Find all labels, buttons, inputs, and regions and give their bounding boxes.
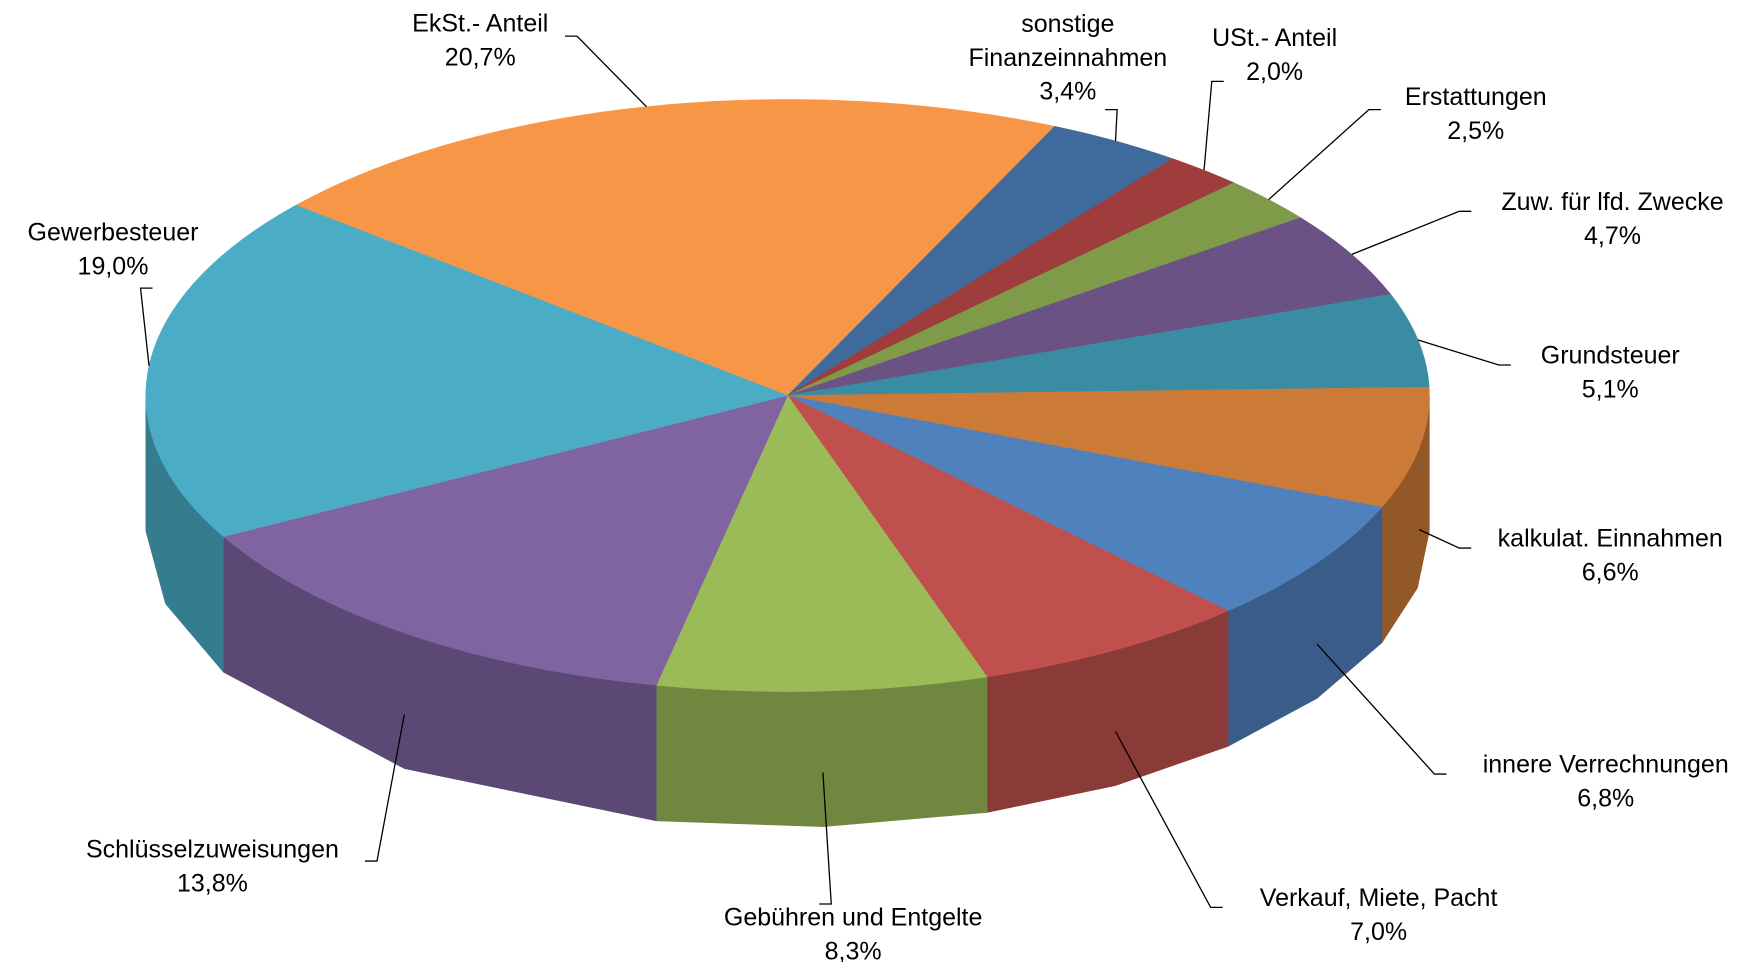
leader-line (1203, 80, 1224, 171)
slice (787, 217, 1392, 396)
slice (787, 386, 1430, 508)
leader-line (565, 35, 647, 108)
value-label: 2,5% (1447, 117, 1504, 145)
slice-label: innere Verrechnungen (1483, 751, 1729, 779)
slice-label: Schlüsselzuweisungen (86, 835, 339, 863)
slice (787, 395, 1383, 612)
pie-top (145, 99, 1430, 692)
value-label: 6,6% (1582, 559, 1639, 587)
leader-line (1316, 643, 1447, 775)
slice-label: Grundsteuer (1541, 342, 1680, 370)
value-label: 3,4% (1039, 77, 1096, 105)
value-label: 4,7% (1584, 222, 1641, 250)
slice-side (656, 676, 988, 827)
slice (787, 182, 1302, 396)
slice (787, 395, 1229, 678)
slice-label: kalkulat. Einnahmen (1498, 525, 1723, 553)
slice (295, 99, 1056, 396)
leader-line (364, 714, 405, 862)
value-label: 8,3% (825, 937, 882, 962)
slice-label: Zuw. für lfd. Zwecke (1501, 188, 1723, 216)
leader-line (1114, 731, 1223, 909)
leader-line (1268, 108, 1381, 201)
slice-label: Gebühren und Entgelte (724, 903, 983, 931)
leader-line (1418, 529, 1472, 549)
slice-label: EkSt.- Anteil (412, 9, 548, 37)
slice (655, 395, 988, 692)
leader-line (819, 772, 832, 905)
leader-line (1351, 210, 1472, 255)
slice-label: sonstige Finanzeinnahmen (968, 9, 1167, 71)
slice (145, 204, 789, 537)
slice-label: USt.- Anteil (1212, 24, 1337, 52)
value-label: 2,0% (1246, 58, 1303, 86)
slice-label: Verkauf, Miete, Pacht (1260, 884, 1498, 912)
value-label: 19,0% (78, 253, 149, 281)
slice (787, 126, 1174, 396)
value-label: 6,8% (1577, 785, 1634, 813)
value-label: 5,1% (1582, 376, 1639, 404)
leader-line (1417, 339, 1511, 366)
slice-label: Gewerbesteuer (28, 219, 199, 247)
value-label: 13,8% (177, 869, 248, 897)
leader-line (1105, 108, 1118, 142)
value-label: 20,7% (445, 43, 516, 71)
slice (222, 395, 789, 686)
leader-line (139, 287, 153, 366)
slice-label: Erstattungen (1405, 83, 1547, 111)
value-label: 7,0% (1350, 918, 1407, 946)
